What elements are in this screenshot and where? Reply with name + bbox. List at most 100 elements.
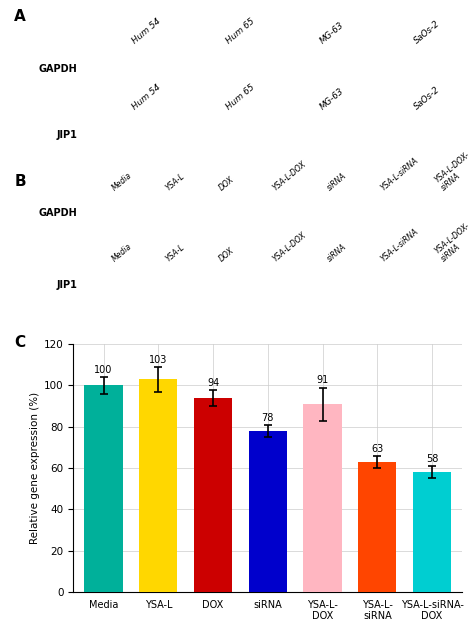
- FancyBboxPatch shape: [197, 202, 238, 224]
- FancyBboxPatch shape: [197, 273, 238, 296]
- FancyBboxPatch shape: [90, 120, 171, 150]
- FancyBboxPatch shape: [355, 270, 403, 299]
- FancyBboxPatch shape: [283, 56, 355, 81]
- FancyBboxPatch shape: [358, 202, 400, 224]
- FancyBboxPatch shape: [302, 271, 348, 298]
- FancyBboxPatch shape: [409, 198, 457, 228]
- Text: 63: 63: [371, 444, 383, 454]
- Text: Hum 65: Hum 65: [224, 83, 256, 112]
- FancyBboxPatch shape: [273, 117, 365, 153]
- FancyBboxPatch shape: [370, 119, 455, 151]
- FancyBboxPatch shape: [276, 119, 361, 151]
- FancyBboxPatch shape: [370, 53, 455, 85]
- FancyBboxPatch shape: [83, 268, 136, 301]
- FancyBboxPatch shape: [367, 51, 459, 87]
- FancyBboxPatch shape: [141, 200, 187, 227]
- Bar: [249, 431, 287, 592]
- FancyBboxPatch shape: [143, 202, 184, 224]
- FancyBboxPatch shape: [90, 54, 171, 84]
- FancyBboxPatch shape: [84, 117, 176, 153]
- FancyBboxPatch shape: [86, 270, 134, 299]
- FancyBboxPatch shape: [141, 271, 187, 298]
- FancyBboxPatch shape: [372, 54, 453, 84]
- FancyBboxPatch shape: [184, 120, 265, 150]
- Text: JIP1: JIP1: [56, 280, 77, 290]
- Text: C: C: [14, 335, 25, 350]
- FancyBboxPatch shape: [412, 202, 454, 224]
- FancyBboxPatch shape: [356, 200, 402, 227]
- Text: YSA-L-DOX-
siRNA: YSA-L-DOX- siRNA: [433, 150, 474, 192]
- FancyBboxPatch shape: [283, 123, 355, 148]
- FancyBboxPatch shape: [248, 200, 294, 227]
- FancyBboxPatch shape: [88, 53, 173, 85]
- Bar: [303, 404, 342, 592]
- FancyBboxPatch shape: [305, 202, 346, 224]
- FancyBboxPatch shape: [87, 200, 133, 227]
- Text: SaOs-2: SaOs-2: [413, 19, 442, 46]
- FancyBboxPatch shape: [191, 197, 244, 230]
- Y-axis label: Relative gene expression (%): Relative gene expression (%): [30, 392, 40, 544]
- FancyBboxPatch shape: [412, 273, 454, 296]
- FancyBboxPatch shape: [353, 268, 405, 301]
- Text: Hum 54: Hum 54: [130, 17, 162, 46]
- FancyBboxPatch shape: [194, 200, 241, 227]
- Text: JIP1: JIP1: [56, 130, 77, 140]
- Text: YSA-L: YSA-L: [164, 171, 186, 192]
- FancyBboxPatch shape: [376, 123, 449, 148]
- FancyBboxPatch shape: [178, 117, 270, 153]
- FancyBboxPatch shape: [89, 273, 130, 296]
- FancyBboxPatch shape: [358, 273, 400, 296]
- Text: MG-63: MG-63: [319, 87, 346, 112]
- FancyBboxPatch shape: [301, 270, 349, 299]
- Text: YSA-L-siRNA: YSA-L-siRNA: [379, 156, 420, 192]
- FancyBboxPatch shape: [83, 197, 136, 230]
- Text: Media: Media: [110, 170, 133, 192]
- FancyBboxPatch shape: [355, 198, 403, 228]
- Text: 78: 78: [262, 413, 274, 423]
- FancyBboxPatch shape: [193, 270, 242, 299]
- Bar: [413, 472, 451, 592]
- Bar: [84, 386, 123, 592]
- FancyBboxPatch shape: [305, 273, 346, 296]
- FancyBboxPatch shape: [191, 268, 244, 301]
- FancyBboxPatch shape: [299, 268, 352, 301]
- Text: GAPDH: GAPDH: [38, 64, 77, 74]
- FancyBboxPatch shape: [182, 119, 266, 151]
- FancyBboxPatch shape: [94, 56, 166, 81]
- FancyBboxPatch shape: [278, 120, 359, 150]
- Text: SaOs-2: SaOs-2: [413, 86, 442, 112]
- Bar: [194, 398, 232, 592]
- Text: YSA-L-DOX: YSA-L-DOX: [271, 231, 309, 264]
- Text: Hum 65: Hum 65: [224, 17, 256, 46]
- FancyBboxPatch shape: [376, 56, 449, 81]
- FancyBboxPatch shape: [299, 197, 352, 230]
- Text: 103: 103: [149, 355, 167, 365]
- Text: siRNA: siRNA: [325, 171, 348, 192]
- FancyBboxPatch shape: [356, 271, 402, 298]
- FancyBboxPatch shape: [276, 53, 361, 85]
- FancyBboxPatch shape: [410, 200, 456, 227]
- FancyBboxPatch shape: [353, 197, 405, 230]
- FancyBboxPatch shape: [137, 197, 190, 230]
- FancyBboxPatch shape: [301, 198, 349, 228]
- FancyBboxPatch shape: [409, 270, 457, 299]
- FancyBboxPatch shape: [248, 271, 294, 298]
- FancyBboxPatch shape: [245, 268, 298, 301]
- FancyBboxPatch shape: [302, 200, 348, 227]
- FancyBboxPatch shape: [139, 198, 188, 228]
- FancyBboxPatch shape: [247, 270, 296, 299]
- Text: 100: 100: [94, 365, 113, 375]
- Text: A: A: [14, 9, 26, 24]
- Bar: [139, 379, 177, 592]
- FancyBboxPatch shape: [193, 198, 242, 228]
- Text: DOX: DOX: [218, 174, 236, 192]
- FancyBboxPatch shape: [251, 202, 292, 224]
- FancyBboxPatch shape: [273, 51, 365, 87]
- Text: YSA-L-DOX-
siRNA: YSA-L-DOX- siRNA: [433, 221, 474, 264]
- FancyBboxPatch shape: [89, 202, 130, 224]
- Text: siRNA: siRNA: [325, 242, 348, 264]
- FancyBboxPatch shape: [139, 270, 188, 299]
- FancyBboxPatch shape: [182, 53, 266, 85]
- FancyBboxPatch shape: [407, 197, 459, 230]
- FancyBboxPatch shape: [245, 197, 298, 230]
